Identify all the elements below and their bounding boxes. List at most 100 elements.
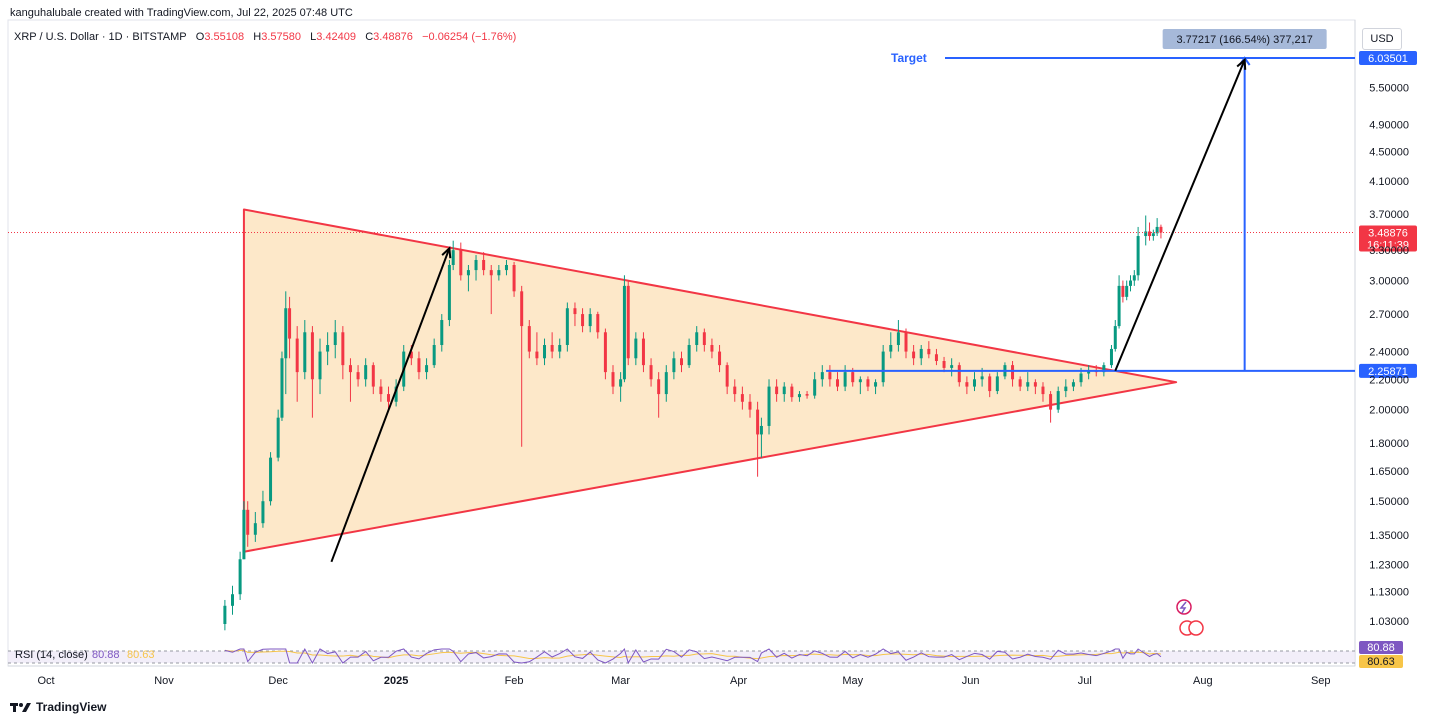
candle-body <box>805 394 809 396</box>
x-tick-label: Aug <box>1193 675 1213 687</box>
candle-body <box>1148 231 1152 237</box>
y-tick-label: 1.13000 <box>1369 586 1409 598</box>
candle-body <box>782 386 786 395</box>
candle-body <box>710 345 714 352</box>
candle-body <box>843 372 847 387</box>
candle-body <box>767 386 771 426</box>
axes: 6.03501 5.50000 4.90000 4.50000 4.10000 3.700… <box>8 50 1417 687</box>
candle-body <box>451 250 455 265</box>
y-tick-label: 4.10000 <box>1369 176 1409 188</box>
currency-flag-icon <box>1188 620 1204 636</box>
breakout-price-tag-bg <box>1359 363 1417 378</box>
y-tick-label: 3.70000 <box>1369 209 1409 221</box>
candle-body <box>504 264 508 271</box>
candle-body <box>820 372 824 380</box>
candle-body <box>680 358 683 366</box>
y-tick-label: 2.00000 <box>1369 405 1409 417</box>
candle-body <box>759 425 763 435</box>
candle-body <box>1079 373 1083 383</box>
candle-body <box>950 365 954 368</box>
candle-body <box>634 338 638 359</box>
candle-body <box>543 345 547 359</box>
measure-label-box <box>1162 28 1327 49</box>
candle-body <box>904 332 908 352</box>
candle-body <box>1071 382 1075 387</box>
y-tick-label: 3.30000 <box>1369 245 1409 257</box>
candle-body <box>596 314 600 333</box>
x-tick-label: Mar <box>611 675 630 687</box>
candle-body <box>1011 365 1015 380</box>
x-tick-label: 2025 <box>384 675 408 687</box>
candle-body <box>333 332 337 346</box>
candle-body <box>310 332 314 380</box>
close-value: 3.48876 <box>373 31 413 43</box>
lightning-icon <box>1176 599 1192 615</box>
candle-body <box>459 250 463 276</box>
y-tick-label: 1.23000 <box>1369 559 1409 571</box>
chart-credit: kanguhalubale created with TradingView.c… <box>10 7 353 19</box>
candle-body <box>672 358 676 373</box>
candle-body <box>695 332 699 346</box>
target-price-tag: 6.03501 <box>1368 53 1408 65</box>
projection-arrow-head <box>1236 57 1247 70</box>
candle-body <box>326 345 330 352</box>
candle-body <box>942 360 946 368</box>
candle-body <box>497 270 501 276</box>
breakout-price-tag: 2.25871 <box>1368 366 1408 378</box>
symbol-legend: XRP / U.S. Dollar · 1D · BITSTAMP O3.551… <box>14 31 516 43</box>
candle-body <box>858 379 862 383</box>
rsi-value-tag: 80.88 <box>1367 642 1395 654</box>
candle-body <box>866 379 870 387</box>
candle-body <box>797 394 801 398</box>
candle-body <box>447 264 451 321</box>
rally-arrow-line <box>330 247 451 563</box>
candle-body <box>790 386 794 398</box>
candle-body <box>1159 226 1163 233</box>
candle-body <box>520 291 524 327</box>
candle-body <box>284 308 288 359</box>
candle-body <box>919 348 923 359</box>
candle-body <box>1144 231 1148 237</box>
last-price-tag: 3.48876 <box>1368 227 1408 239</box>
candle-body <box>231 594 234 606</box>
candle-body <box>980 376 984 380</box>
currency-button[interactable]: USD <box>1362 28 1402 50</box>
rsi-pane: RSI (14, close) 80.88 80.63 80.88 80.63 <box>8 641 1403 668</box>
y-tick-label: 3.00000 <box>1369 276 1409 288</box>
rsi-line <box>224 647 1162 665</box>
candle-body <box>1033 382 1037 387</box>
y-tick-label: 2.40000 <box>1369 347 1409 359</box>
candle-body <box>836 379 840 387</box>
rsi-ma-value: 80.63 <box>127 649 155 661</box>
bar-countdown: 16:11:39 <box>1367 239 1409 251</box>
candle-body <box>573 308 577 315</box>
symbol-name: XRP / U.S. Dollar · 1D · BITSTAMP <box>14 31 187 43</box>
rsi-label: RSI (14, close) <box>15 649 88 661</box>
candle-body <box>881 351 885 383</box>
candle-body <box>238 559 242 595</box>
change-value: −0.06254 (−1.76%) <box>422 31 517 43</box>
symmetrical-triangle <box>242 208 1178 553</box>
y-tick-label: 1.80000 <box>1369 438 1409 450</box>
candle-body <box>1151 233 1155 237</box>
rsi-value-tag-bg <box>1359 641 1403 654</box>
candle-body <box>813 379 817 396</box>
candle-body <box>912 351 916 359</box>
y-tick-label: 1.35000 <box>1369 530 1409 542</box>
target-price-tag-bg <box>1359 50 1417 65</box>
candle-body <box>874 382 878 387</box>
candle-body <box>253 523 257 535</box>
candle-body <box>417 358 421 373</box>
x-tick-label: May <box>842 675 863 687</box>
candle-body <box>1064 386 1068 392</box>
candle-body <box>269 457 273 502</box>
candle-body <box>687 345 691 366</box>
candle-body <box>409 351 413 359</box>
lightning-bolt-icon <box>1179 601 1187 614</box>
x-tick-label: Apr <box>730 675 747 687</box>
candle-body <box>828 372 832 380</box>
footer-brand-text: TradingView <box>36 700 107 714</box>
candle-body <box>889 345 893 352</box>
y-tick-label: 4.50000 <box>1369 146 1409 158</box>
